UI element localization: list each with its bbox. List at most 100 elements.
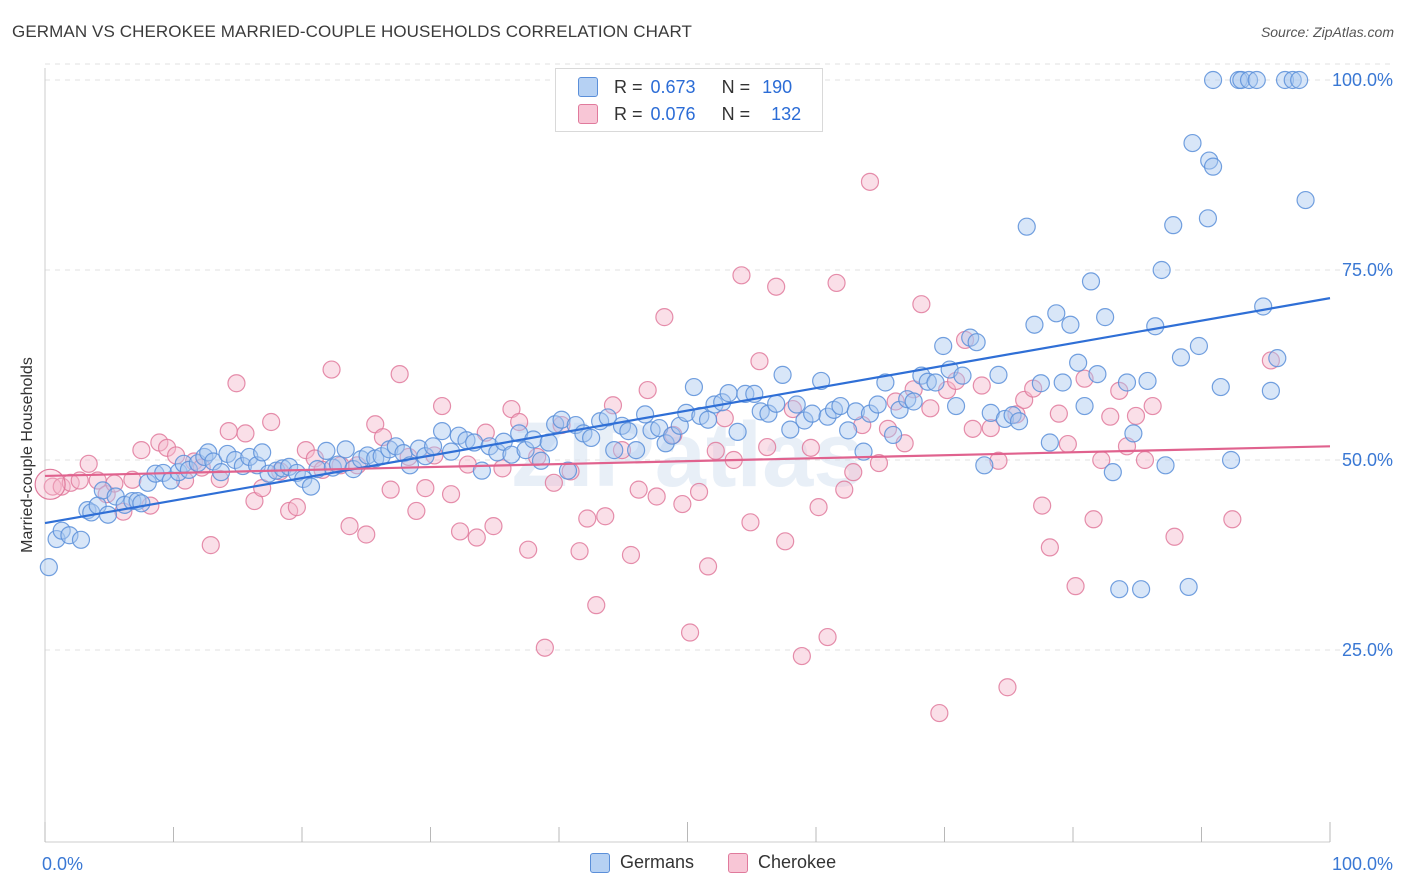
german-point	[795, 411, 814, 430]
cherokee-point	[201, 536, 220, 555]
german-point	[1017, 217, 1036, 236]
german-point	[946, 396, 966, 416]
german-point	[1156, 456, 1175, 475]
german-point	[1132, 580, 1151, 599]
cherokee-point	[236, 424, 255, 443]
cherokee-point	[535, 638, 554, 657]
cherokee-point	[1058, 434, 1077, 454]
german-point	[846, 402, 865, 421]
german-point	[918, 372, 937, 391]
german-point	[336, 440, 355, 459]
legend-item-cherokee[interactable]: Cherokee	[728, 852, 836, 873]
german-point	[273, 459, 292, 478]
german-point	[1110, 580, 1129, 599]
cherokee-point	[741, 513, 760, 532]
cherokee-r-value: 0.076	[650, 103, 696, 124]
cherokee-point	[689, 482, 709, 502]
cherokee-point	[801, 438, 820, 457]
german-point	[934, 336, 953, 356]
german-point	[253, 443, 272, 462]
source-label: Source: ZipAtlas.com	[1260, 24, 1394, 40]
german-point	[662, 426, 682, 445]
correlation-legend: R = 0.673 N = 190 R = 0.076 N = 132	[555, 68, 823, 132]
cherokee-point	[416, 479, 435, 498]
germans-n-label: N =	[721, 76, 751, 97]
cherokee-point	[792, 646, 811, 666]
cherokee-point-large	[34, 468, 66, 500]
german-point	[953, 366, 972, 385]
german-point	[1283, 70, 1302, 90]
series-legend: Germans Cherokee	[590, 852, 870, 873]
german-point	[1025, 315, 1044, 334]
german-point	[1296, 190, 1315, 210]
cherokee-point	[732, 266, 751, 285]
cherokee-point	[1165, 527, 1184, 546]
cherokee-point	[818, 627, 837, 647]
german-point	[1198, 209, 1218, 228]
german-point	[1152, 260, 1171, 280]
german-point	[1081, 272, 1101, 291]
cherokee-point	[79, 454, 98, 473]
german-point	[773, 365, 792, 384]
cherokee-point	[407, 501, 426, 521]
german-point	[684, 377, 704, 397]
grid-lines	[45, 63, 1390, 651]
german-point	[803, 404, 822, 423]
cherokee-point	[1084, 510, 1103, 529]
germans-swatch-icon	[578, 77, 598, 97]
legend-row-cherokee: R = 0.076 N = 132	[578, 102, 801, 126]
german-point	[1040, 433, 1059, 452]
german-point	[1053, 373, 1072, 392]
german-point	[531, 451, 551, 470]
german-point	[812, 371, 831, 391]
legend-item-germans[interactable]: Germans	[590, 852, 694, 873]
german-point	[876, 373, 895, 392]
cherokee-point	[638, 380, 657, 400]
german-point	[400, 456, 420, 475]
german-point	[818, 407, 837, 426]
y-tick-label: 50.0%	[1342, 450, 1393, 470]
y-tick-label: 25.0%	[1342, 640, 1393, 660]
cherokee-point	[655, 308, 674, 327]
german-point	[317, 441, 336, 460]
german-point	[759, 404, 778, 423]
cherokee-point	[981, 418, 1000, 438]
cherokee-point	[587, 596, 606, 615]
german-point	[831, 396, 850, 416]
cherokee-point	[835, 480, 854, 499]
german-point	[502, 445, 521, 464]
cherokee-point	[1049, 404, 1068, 423]
german-point	[926, 373, 945, 392]
y-tick-label: 75.0%	[1342, 260, 1393, 280]
cherokee-point	[227, 374, 246, 393]
german-point	[1254, 297, 1273, 316]
cherokee-point	[758, 437, 777, 457]
german-point	[386, 437, 405, 456]
german-point	[432, 422, 452, 441]
german-point	[552, 410, 571, 429]
german-point	[1221, 450, 1241, 470]
german-point	[199, 443, 218, 462]
cherokee-point	[570, 542, 589, 561]
cherokee-point	[1040, 538, 1059, 557]
german-point	[301, 477, 321, 496]
germans-n-value: 190	[762, 76, 793, 97]
cherokee-legend-swatch-icon	[728, 852, 749, 873]
german-point	[719, 384, 738, 403]
german-point	[975, 456, 994, 475]
german-point	[883, 425, 903, 445]
cherokee-point	[1135, 450, 1155, 470]
german-point	[868, 395, 887, 414]
german-point	[1138, 371, 1157, 391]
cherokee-point	[921, 399, 940, 418]
german-point	[1124, 424, 1143, 443]
german-point	[1247, 70, 1266, 90]
cherokee-point	[621, 545, 641, 565]
german-point	[728, 422, 747, 441]
axes	[44, 68, 1331, 843]
german-point	[1164, 216, 1183, 235]
cherokee-point	[132, 441, 151, 460]
germans-r-label: R =	[614, 76, 643, 97]
x-tick-label-min: 0.0%	[42, 854, 83, 874]
german-point	[1171, 348, 1191, 367]
